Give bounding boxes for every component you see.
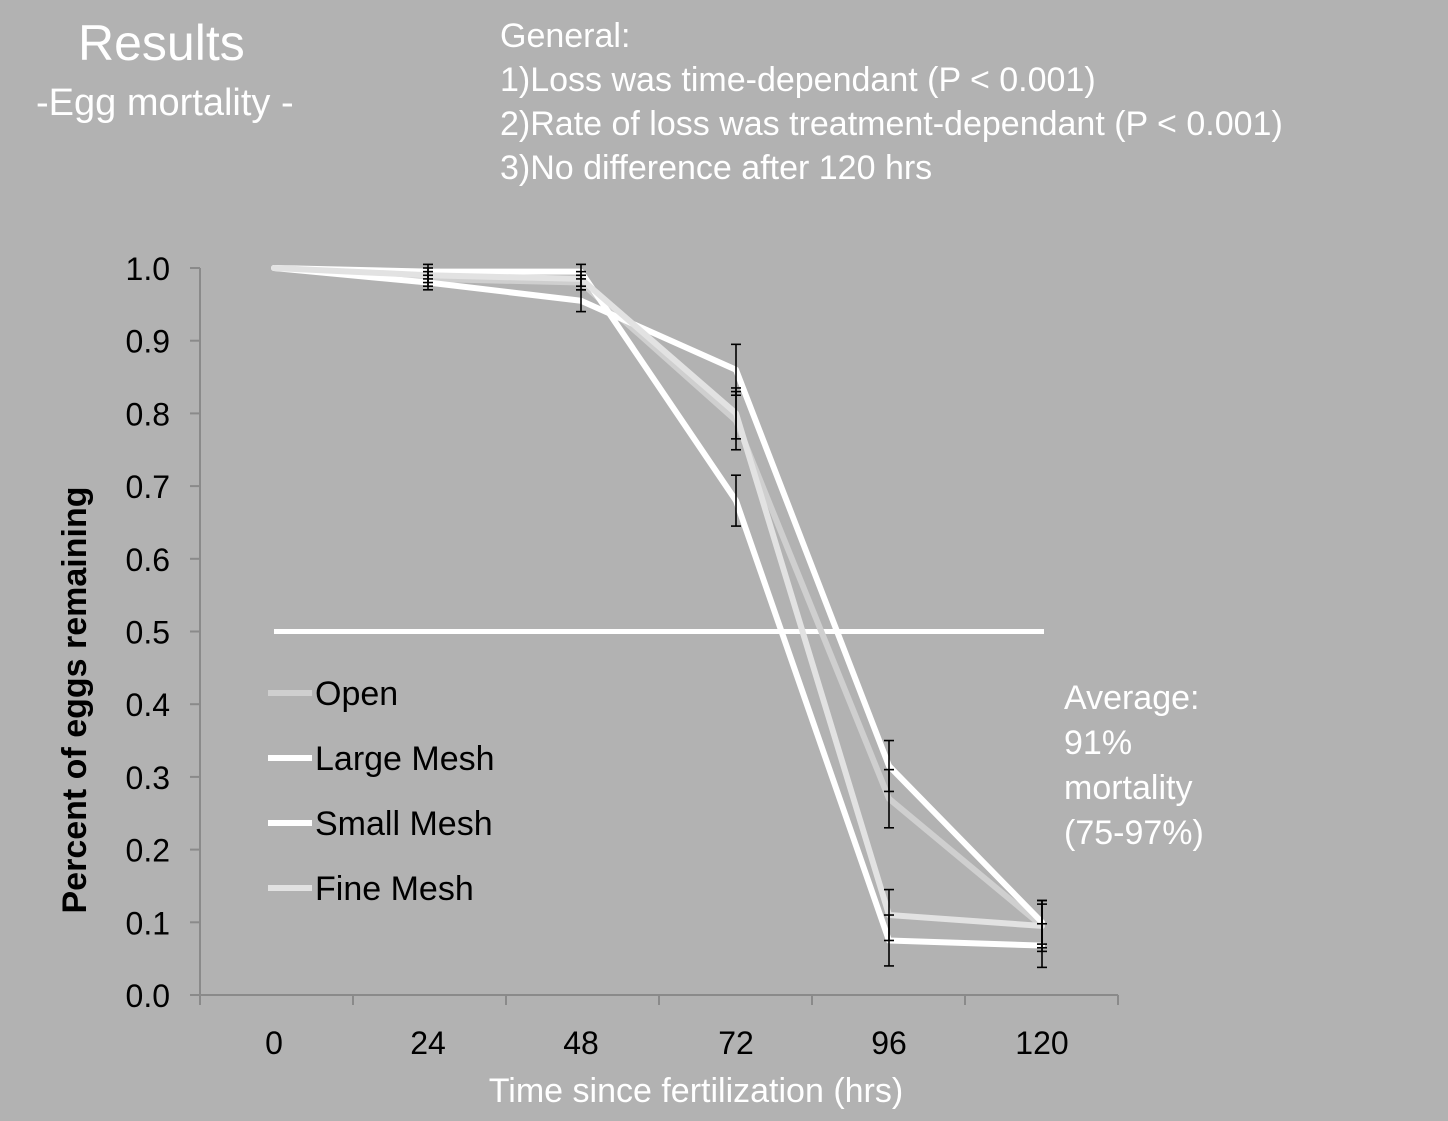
general-heading: General: [500, 17, 631, 55]
note-line-4: (75-97%) [1064, 814, 1204, 852]
legend-label: Fine Mesh [315, 870, 474, 908]
y-tick-label: 0.3 [126, 760, 170, 796]
y-tick-label: 0.2 [126, 833, 170, 869]
general-findings: General: 1)Loss was time-dependant (P < … [500, 14, 1283, 190]
y-tick-label: 0.9 [126, 324, 170, 360]
chart-legend: Open Large Mesh Small Mesh Fine Mesh [268, 675, 495, 908]
general-item-1: 1)Loss was time-dependant (P < 0.001) [500, 61, 1096, 99]
x-tick-label: 0 [265, 1025, 283, 1061]
legend-label: Small Mesh [315, 805, 493, 843]
x-axis-label: Time since fertilization (hrs) [489, 1072, 903, 1110]
series-group [271, 265, 1045, 949]
series-line-fine-mesh [271, 265, 1045, 929]
y-tick-label: 0.6 [126, 542, 170, 578]
note-line-3: mortality [1064, 769, 1193, 807]
y-tick-label: 0.0 [126, 978, 170, 1014]
y-tick-label: 0.7 [126, 469, 170, 505]
general-item-2: 2)Rate of loss was treatment-dependant (… [500, 105, 1283, 143]
x-tick-label: 120 [1015, 1025, 1068, 1061]
series-line-small-mesh [271, 265, 1045, 949]
average-mortality-note: Average: 91% mortality (75-97%) [1064, 676, 1204, 856]
y-tick-label: 0.8 [126, 396, 170, 432]
x-tick-label: 24 [410, 1025, 446, 1061]
note-line-2: 91% [1064, 724, 1133, 762]
slide-subtitle: -Egg mortality - [36, 82, 294, 124]
legend-label: Open [315, 675, 398, 713]
legend-label: Large Mesh [315, 740, 495, 778]
error-bars-group [423, 263, 1047, 969]
note-line-1: Average: [1064, 679, 1200, 717]
x-tick-label: 48 [563, 1025, 599, 1061]
chart-axes: 0.0 0.1 0.2 0.3 0.4 0.5 0.6 0.7 0.8 0.9 1.0 0 24 48 72… [126, 251, 1119, 1061]
x-tick-label: 72 [718, 1025, 754, 1061]
y-tick-label: 0.4 [126, 687, 170, 723]
series-line-large-mesh [271, 265, 1045, 926]
x-tick-label: 96 [871, 1025, 907, 1061]
series-line-open [271, 265, 1045, 929]
slide-title: Results [78, 15, 245, 71]
y-tick-label: 1.0 [126, 251, 170, 287]
general-item-3: 3)No difference after 120 hrs [500, 149, 933, 187]
y-axis-label: Percent of eggs remaining [56, 487, 94, 914]
y-tick-label: 0.5 [126, 615, 170, 651]
y-tick-label: 0.1 [126, 905, 170, 941]
